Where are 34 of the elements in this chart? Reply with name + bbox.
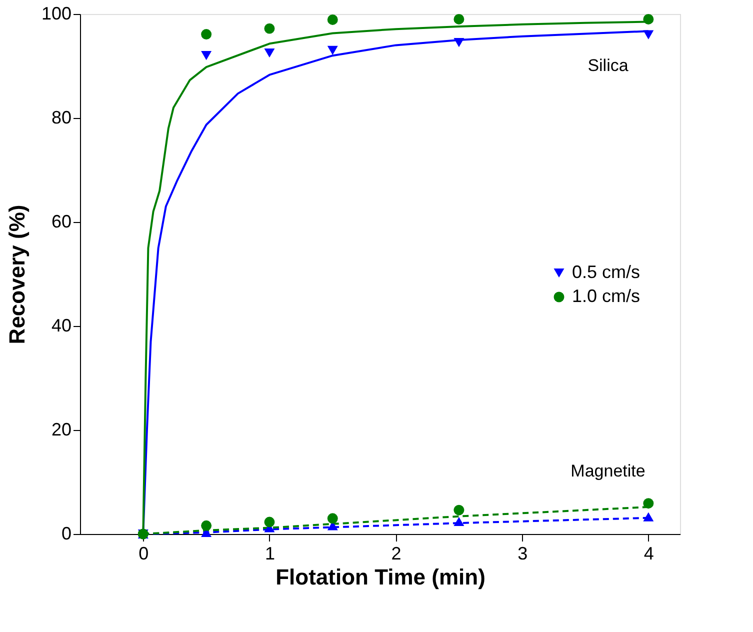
legend-label: 0.5 cm/s [572, 262, 640, 282]
point [643, 498, 654, 509]
y-tick-label: 80 [51, 108, 72, 128]
x-tick-label: 4 [644, 544, 654, 564]
point [454, 38, 464, 48]
point [201, 29, 212, 40]
legend-label: 1.0 cm/s [572, 286, 640, 306]
y-axis-title: Recovery (%) [4, 204, 30, 344]
y-tick-label: 100 [41, 4, 72, 24]
x-tick-label: 3 [518, 544, 528, 564]
x-tick-label: 0 [138, 544, 149, 564]
point [327, 46, 338, 55]
point [454, 516, 464, 526]
annotation: Magnetite [570, 462, 646, 481]
point [264, 23, 275, 34]
point [454, 504, 464, 516]
y-tick-label: 60 [51, 212, 72, 232]
y-tick-label: 0 [61, 524, 72, 544]
point [201, 51, 212, 60]
point [264, 48, 275, 58]
point [643, 14, 654, 24]
point [454, 14, 464, 24]
point [201, 520, 212, 531]
x-tick-label: 2 [391, 544, 402, 564]
annotation: Silica [588, 56, 629, 75]
point [643, 30, 654, 40]
x-axis-title: Flotation Time (min) [276, 564, 486, 590]
point [327, 513, 338, 524]
x-tick-label: 1 [264, 544, 275, 564]
y-tick-label: 20 [51, 420, 72, 440]
y-tick-label: 40 [51, 316, 72, 336]
point [264, 516, 275, 528]
point [643, 512, 654, 522]
point [327, 14, 338, 25]
